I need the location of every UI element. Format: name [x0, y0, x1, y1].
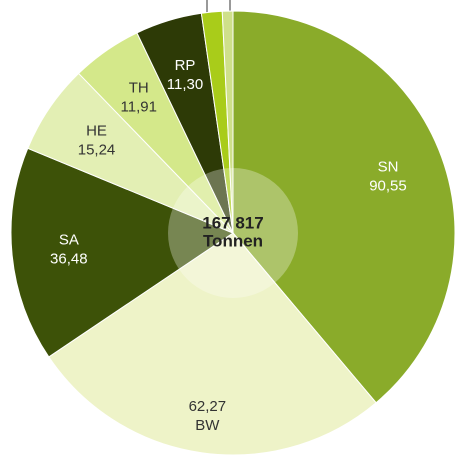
- pie-slice: [10, 147, 235, 358]
- slice-label: HE: [86, 122, 107, 139]
- pie-slice: [221, 10, 234, 234]
- slice-label: 62,27: [189, 398, 227, 415]
- slice-label: SN: [378, 158, 399, 175]
- pie-slice: [232, 10, 456, 404]
- slice-label: TH: [129, 80, 149, 97]
- center-circle: [168, 168, 298, 298]
- slice-value: 15,24: [78, 141, 116, 158]
- slice-label: RP: [175, 57, 196, 74]
- slice-value: 11,30: [167, 76, 203, 93]
- slice-value: 36,48: [50, 251, 88, 268]
- center-label: Tonnen: [203, 231, 263, 250]
- slice-value: 90,55: [369, 177, 407, 194]
- slice-value: BW: [195, 417, 220, 434]
- pie-slice: [48, 232, 377, 456]
- slice-value: 11,91: [121, 99, 157, 116]
- center-label: 167 817: [202, 213, 263, 232]
- slice-label: SA: [59, 232, 79, 249]
